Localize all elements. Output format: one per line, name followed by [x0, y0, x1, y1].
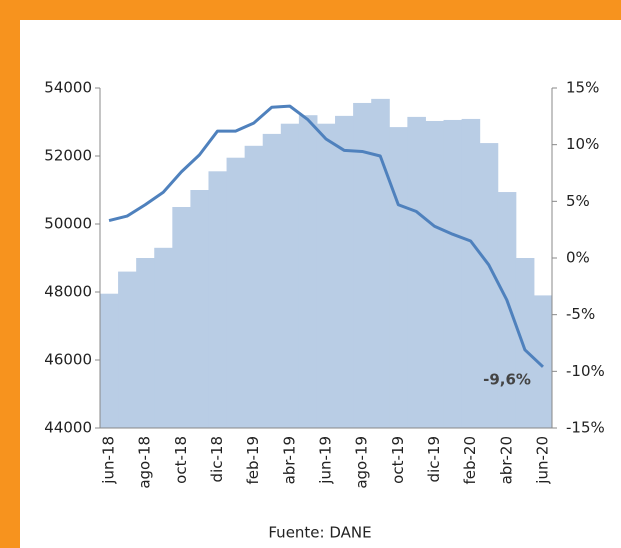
bar — [425, 120, 445, 428]
bar — [262, 133, 282, 428]
y2-tick-label: -15% — [566, 419, 605, 437]
y2-tick-label: 10% — [566, 135, 599, 153]
bar — [371, 98, 390, 428]
bar — [515, 258, 535, 428]
bar — [497, 192, 517, 428]
bar — [353, 102, 372, 429]
bar — [226, 157, 246, 428]
bar — [244, 145, 264, 429]
data-label: -9,6% — [483, 370, 531, 388]
x-tick-label: jun-20 — [533, 436, 551, 485]
bar — [208, 171, 228, 429]
x-tick-label: oct-18 — [172, 436, 190, 484]
x-tick-label: oct-19 — [389, 436, 407, 484]
y-tick-label: 54000 — [44, 79, 92, 97]
bar — [298, 115, 318, 428]
y-tick-label: 44000 — [44, 419, 92, 437]
bar — [316, 123, 336, 428]
source: Fuente: DANE — [268, 524, 371, 542]
bar — [533, 295, 553, 428]
bar — [407, 116, 426, 429]
bar — [172, 207, 191, 428]
bar — [280, 123, 300, 428]
x-tick-label: feb-20 — [461, 436, 479, 485]
y2-tick-label: -10% — [566, 362, 605, 380]
chart-panel: Fuente: DANE 44000 46000 48000 50000 52000 54… — [20, 20, 621, 548]
line — [108, 104, 544, 368]
y2-tick-label: 15% — [566, 79, 599, 97]
bar — [118, 271, 137, 428]
y2-tick-label: -5% — [566, 305, 595, 323]
bar — [479, 143, 499, 428]
x-tick-label: jun-18 — [100, 436, 118, 485]
y2-tick-label: 0% — [566, 249, 590, 267]
bar — [136, 258, 155, 428]
bar — [100, 293, 119, 428]
x-tick-label: ago-18 — [136, 436, 154, 489]
chart: Fuente: DANE 44000 46000 48000 50000 52000 54… — [44, 79, 605, 542]
bar — [154, 247, 173, 428]
x-tick-label: abr-19 — [280, 436, 298, 484]
y-tick-label: 46000 — [44, 351, 92, 369]
x-tick-label: dic-19 — [425, 436, 443, 482]
x-tick-label: ago-19 — [353, 436, 371, 489]
bar — [389, 127, 408, 428]
bar — [190, 190, 209, 428]
x-tick-label: feb-19 — [244, 436, 262, 485]
y2-tick-label: 5% — [566, 192, 590, 210]
x-tick-label: jun-19 — [317, 436, 335, 485]
y-tick-label: 48000 — [44, 283, 92, 301]
x-tick-label: dic-18 — [208, 436, 226, 482]
x-tick-label: abr-20 — [497, 436, 515, 484]
y-tick-label: 50000 — [44, 215, 92, 233]
y-tick-label: 52000 — [44, 147, 92, 165]
bar — [335, 115, 354, 428]
bar — [461, 118, 481, 428]
bar — [443, 119, 463, 429]
